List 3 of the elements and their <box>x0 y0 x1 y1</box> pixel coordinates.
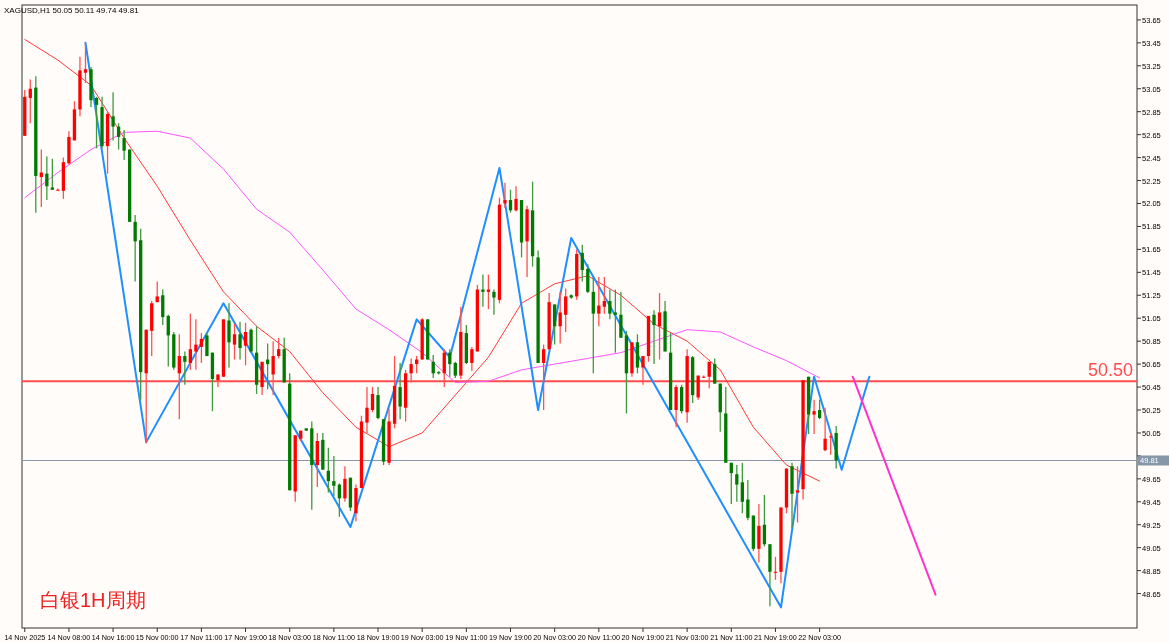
ref-line-label: 50.50 <box>1087 360 1133 381</box>
annotation: 白银1H周期 <box>40 589 146 611</box>
title: XAGUSD,H1 50.05 50.11 49.74 49.81 <box>4 6 139 15</box>
